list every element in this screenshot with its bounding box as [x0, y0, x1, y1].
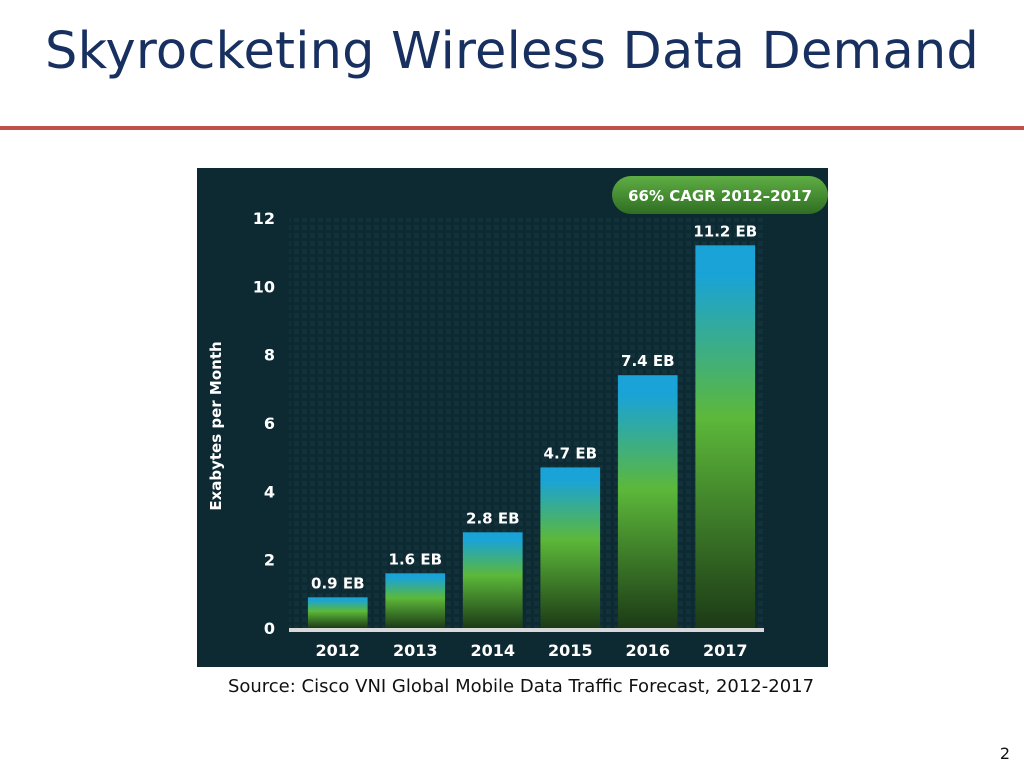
- data-label-2012: 0.9 EB: [311, 574, 364, 592]
- bar-chart: 66% CAGR 2012–2017 Exabytes per Month 0 2…: [197, 168, 828, 667]
- data-label-2017: 11.2 EB: [693, 222, 757, 240]
- chart-svg: 66% CAGR 2012–2017 Exabytes per Month 0 2…: [207, 176, 828, 660]
- slide-title: Skyrocketing Wireless Data Demand: [45, 22, 979, 81]
- bar-2012: [307, 597, 368, 629]
- y-tick-label: 6: [264, 414, 275, 433]
- data-label-2015: 4.7 EB: [544, 444, 597, 462]
- x-tick-label-2012: 2012: [316, 641, 361, 660]
- cagr-badge: 66% CAGR 2012–2017: [612, 176, 828, 214]
- source-caption: Source: Cisco VNI Global Mobile Data Tra…: [227, 676, 815, 697]
- cagr-annotation: 66% CAGR 2012–2017: [628, 187, 812, 205]
- page-number: 2: [999, 744, 1010, 763]
- bar-2013: [385, 573, 446, 628]
- bar-2017: [695, 245, 756, 629]
- cagr-badge-background: [612, 176, 828, 214]
- data-labels: 0.9 EB 1.6 EB 2.8 EB 4.7 EB 7.4 EB 11.2 EB: [311, 222, 757, 592]
- x-tick-label-2015: 2015: [548, 641, 593, 660]
- y-axis-ticks: 0 2 4 6 8 10 12: [253, 209, 275, 638]
- bars: [307, 245, 756, 629]
- x-tick-label-2013: 2013: [393, 641, 438, 660]
- y-axis-label: Exabytes per Month: [207, 341, 225, 510]
- bar-2016: [617, 375, 678, 628]
- data-label-2013: 1.6 EB: [389, 550, 442, 568]
- y-tick-label: 10: [253, 277, 275, 296]
- y-tick-label: 0: [264, 619, 275, 638]
- x-axis-line: [289, 628, 764, 632]
- data-label-2014: 2.8 EB: [466, 509, 519, 527]
- x-tick-label-2017: 2017: [703, 641, 748, 660]
- y-tick-label: 12: [253, 209, 275, 228]
- x-tick-label-2016: 2016: [626, 641, 671, 660]
- data-label-2016: 7.4 EB: [621, 352, 674, 370]
- y-tick-label: 4: [264, 482, 275, 501]
- bar-2014: [462, 532, 523, 628]
- bar-2015: [540, 467, 601, 628]
- plot-area: [289, 218, 764, 628]
- x-tick-label-2014: 2014: [471, 641, 516, 660]
- x-axis-ticks: 2012 2013 2014 2015 2016 2017: [316, 641, 748, 660]
- y-tick-label: 8: [264, 346, 275, 365]
- title-divider: [0, 126, 1024, 130]
- y-tick-label: 2: [264, 551, 275, 570]
